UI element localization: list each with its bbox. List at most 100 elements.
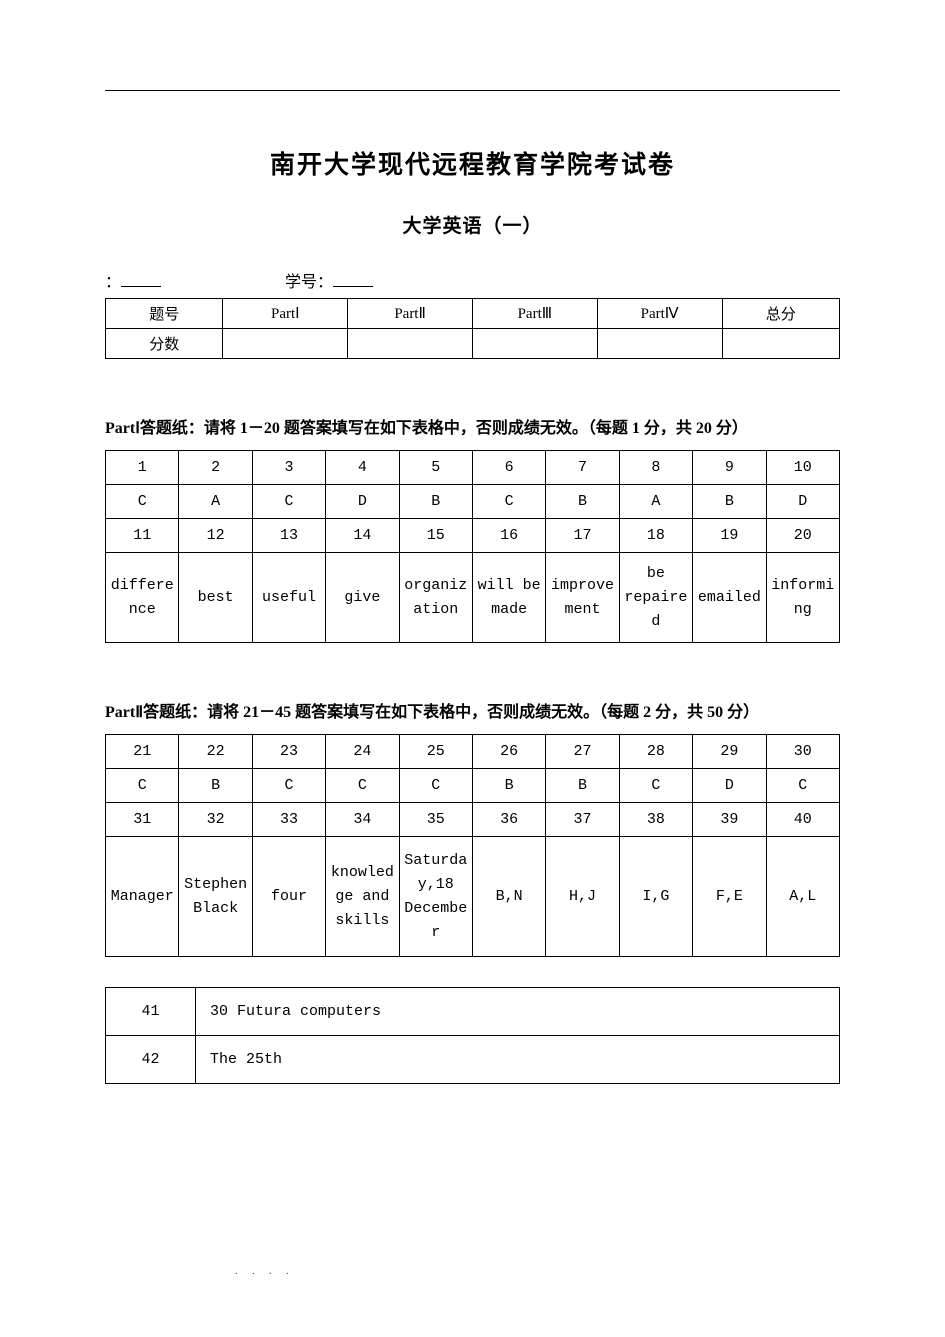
p1-a10: D: [766, 485, 839, 519]
p1-n16: 16: [472, 519, 545, 553]
p2-a36: B,N: [472, 837, 545, 957]
part2-num-row-b: 31 32 33 34 35 36 37 38 39 40: [106, 803, 840, 837]
p1-n20: 20: [766, 519, 839, 553]
p2-a21: C: [106, 769, 179, 803]
p2-n25: 25: [399, 735, 472, 769]
student-id-label: 学号：: [285, 268, 333, 292]
part2b-row-41: 41 30 Futura computers: [106, 988, 840, 1036]
score-header-row: 题号 PartⅠ PartⅡ PartⅢ PartⅣ 总分: [106, 299, 840, 329]
part1-num-row-a: 1 2 3 4 5 6 7 8 9 10: [106, 451, 840, 485]
p2-n38: 38: [619, 803, 692, 837]
p1-n1: 1: [106, 451, 179, 485]
header-divider: [105, 90, 840, 91]
p1-a12: best: [179, 553, 252, 643]
p2-n22: 22: [179, 735, 252, 769]
p1-n3: 3: [252, 451, 325, 485]
p1-a19: emailed: [693, 553, 766, 643]
part2-ans-row-a: C B C C C B B C D C: [106, 769, 840, 803]
p1-a16: will be made: [472, 553, 545, 643]
p1-a18: be repaired: [619, 553, 692, 643]
p2-a39: F,E: [693, 837, 766, 957]
p1-n4: 4: [326, 451, 399, 485]
part1-ans-row-a: C A C D B C B A B D: [106, 485, 840, 519]
score-blank-p2: [348, 329, 473, 359]
p1-n19: 19: [693, 519, 766, 553]
score-table: 题号 PartⅠ PartⅡ PartⅢ PartⅣ 总分 分数: [105, 298, 840, 359]
part1-table: 1 2 3 4 5 6 7 8 9 10 C A C D B C B A B D…: [105, 450, 840, 643]
score-col-qnum: 题号: [106, 299, 223, 329]
p2-a26: B: [472, 769, 545, 803]
p1-a13: useful: [252, 553, 325, 643]
p1-a17: improvement: [546, 553, 619, 643]
p2-n29: 29: [693, 735, 766, 769]
id-line: ： 学号：: [105, 268, 840, 292]
p2-n24: 24: [326, 735, 399, 769]
p2b-q41: 41: [106, 988, 196, 1036]
score-row-label: 分数: [106, 329, 223, 359]
p1-n9: 9: [693, 451, 766, 485]
p2-a24: C: [326, 769, 399, 803]
p2-n40: 40: [766, 803, 839, 837]
p2-n35: 35: [399, 803, 472, 837]
p2-n36: 36: [472, 803, 545, 837]
p1-n14: 14: [326, 519, 399, 553]
p1-a4: D: [326, 485, 399, 519]
score-col-total: 总分: [722, 299, 840, 329]
p2-n37: 37: [546, 803, 619, 837]
p2-a29: D: [693, 769, 766, 803]
p2-a22: B: [179, 769, 252, 803]
p2-n39: 39: [693, 803, 766, 837]
p2-n27: 27: [546, 735, 619, 769]
p2-n31: 31: [106, 803, 179, 837]
score-col-p3: PartⅢ: [472, 299, 597, 329]
score-blank-p3: [472, 329, 597, 359]
p2-n32: 32: [179, 803, 252, 837]
p2-a25: C: [399, 769, 472, 803]
p2-a40: A,L: [766, 837, 839, 957]
p1-n10: 10: [766, 451, 839, 485]
score-value-row: 分数: [106, 329, 840, 359]
score-col-p4: PartⅣ: [597, 299, 722, 329]
part2-table-b: 41 30 Futura computers 42 The 25th: [105, 987, 840, 1084]
p2-a32: Stephen Black: [179, 837, 252, 957]
score-blank-total: [722, 329, 840, 359]
p2-n26: 26: [472, 735, 545, 769]
p1-a7: B: [546, 485, 619, 519]
p1-a9: B: [693, 485, 766, 519]
p1-a15: organization: [399, 553, 472, 643]
footer-dots: . . . .: [235, 1266, 295, 1277]
page-title: 南开大学现代远程教育学院考试卷: [105, 145, 840, 181]
p1-n18: 18: [619, 519, 692, 553]
part1-label: PartⅠ答题纸：请将 1－20 题答案填写在如下表格中，否则成绩无效。（每题 …: [105, 414, 840, 438]
p1-n13: 13: [252, 519, 325, 553]
p2-a23: C: [252, 769, 325, 803]
p1-a6: C: [472, 485, 545, 519]
p2-a33: four: [252, 837, 325, 957]
p2b-a42: The 25th: [196, 1036, 840, 1084]
page-subtitle: 大学英语（一）: [105, 211, 840, 238]
p1-n2: 2: [179, 451, 252, 485]
part2-label: PartⅡ答题纸：请将 21－45 题答案填写在如下表格中，否则成绩无效。（每题…: [105, 698, 840, 722]
score-col-p1: PartⅠ: [223, 299, 348, 329]
p1-n15: 15: [399, 519, 472, 553]
p1-a1: C: [106, 485, 179, 519]
score-blank-p1: [223, 329, 348, 359]
p1-a3: C: [252, 485, 325, 519]
p1-n17: 17: [546, 519, 619, 553]
p2-n23: 23: [252, 735, 325, 769]
p1-n7: 7: [546, 451, 619, 485]
p2-a35: Saturday,18 December: [399, 837, 472, 957]
p1-a20: informing: [766, 553, 839, 643]
p2b-a41: 30 Futura computers: [196, 988, 840, 1036]
p2-a38: I,G: [619, 837, 692, 957]
part2-table: 21 22 23 24 25 26 27 28 29 30 C B C C C …: [105, 734, 840, 957]
part1-num-row-b: 11 12 13 14 15 16 17 18 19 20: [106, 519, 840, 553]
p2-a34: knowledge and skills: [326, 837, 399, 957]
colon-label: ：: [105, 274, 121, 291]
p2-n30: 30: [766, 735, 839, 769]
p2-n34: 34: [326, 803, 399, 837]
score-col-p2: PartⅡ: [348, 299, 473, 329]
part1-ans-row-b: difference best useful give organization…: [106, 553, 840, 643]
p1-n6: 6: [472, 451, 545, 485]
p2-a37: H,J: [546, 837, 619, 957]
